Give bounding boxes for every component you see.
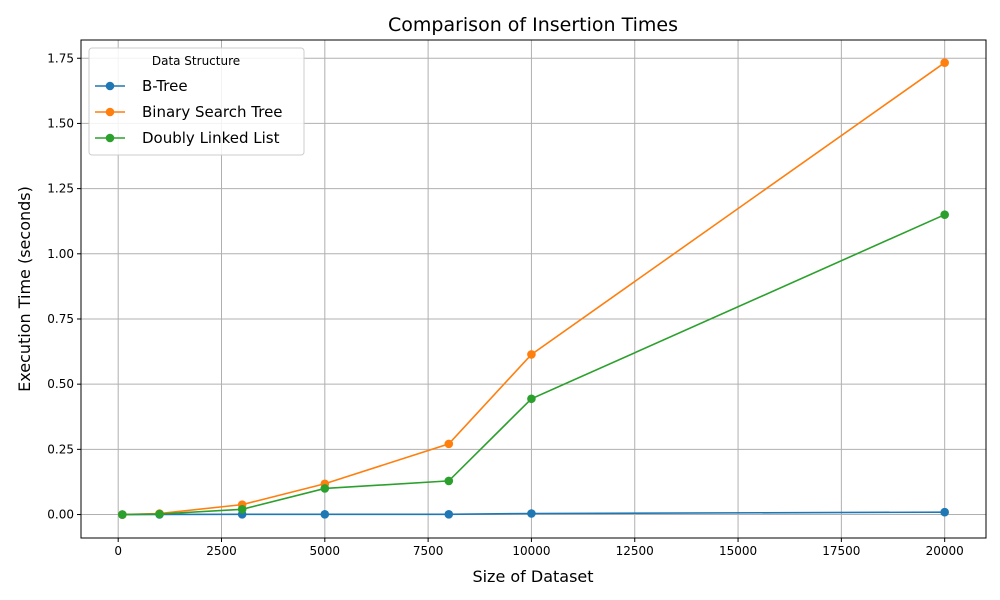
y-tick-label: 0.25 <box>47 442 74 456</box>
data-point <box>118 510 127 519</box>
data-point <box>940 58 949 67</box>
y-axis-ticks: 0.00 0.25 0.50 0.75 1.00 1.25 1.50 1.75 <box>47 51 81 522</box>
x-axis-ticks: 0 2500 5000 7500 10000 12500 15000 17500 20000 <box>114 538 964 558</box>
legend-marker <box>105 81 115 91</box>
y-tick-label: 1.75 <box>47 51 74 65</box>
series-layer <box>118 58 949 519</box>
y-tick-label: 0.50 <box>47 377 74 391</box>
legend-label: Binary Search Tree <box>142 103 283 121</box>
grid <box>81 40 986 538</box>
legend: Data Structure B-Tree Binary Search Tree D… <box>88 47 305 156</box>
x-tick-label: 17500 <box>822 544 860 558</box>
y-tick-label: 1.25 <box>47 182 74 196</box>
data-point <box>444 509 454 519</box>
x-tick-label: 12500 <box>616 544 654 558</box>
series-doubly-linked-list <box>118 210 949 519</box>
legend-entries: B-Tree Binary Search Tree Doubly Linked Li… <box>95 77 283 147</box>
legend-marker <box>105 133 115 143</box>
legend-box <box>88 47 305 156</box>
x-axis-label: Size of Dataset <box>472 567 593 586</box>
data-point <box>320 509 330 519</box>
y-tick-label: 0.00 <box>47 508 74 522</box>
y-tick-label: 1.50 <box>47 116 74 130</box>
legend-label: Doubly Linked List <box>142 129 280 147</box>
x-tick-label: 15000 <box>719 544 757 558</box>
plot-frame <box>80 39 987 539</box>
y-axis-label: Execution Time (seconds) <box>15 186 34 392</box>
data-point <box>527 350 536 359</box>
data-point <box>155 509 164 519</box>
x-tick-label: 5000 <box>310 544 341 558</box>
data-point <box>940 210 949 219</box>
x-tick-label: 20000 <box>926 544 964 558</box>
data-point <box>527 394 536 404</box>
legend-title: Data Structure <box>152 54 240 68</box>
x-tick-label: 0 <box>114 544 122 558</box>
y-tick-label: 0.75 <box>47 312 74 326</box>
data-point <box>237 505 247 514</box>
chart-title: Comparison of Insertion Times <box>388 14 678 36</box>
series-line <box>122 213 946 516</box>
data-point <box>527 509 536 518</box>
x-tick-label: 7500 <box>413 544 444 558</box>
y-tick-label: 1.00 <box>47 247 74 261</box>
data-point <box>940 507 949 517</box>
data-point <box>320 484 330 493</box>
x-tick-label: 10000 <box>512 544 550 558</box>
legend-marker <box>105 107 115 117</box>
legend-label: B-Tree <box>142 77 188 95</box>
x-tick-label: 2500 <box>206 544 237 558</box>
data-point <box>444 439 454 449</box>
data-point <box>444 476 454 486</box>
